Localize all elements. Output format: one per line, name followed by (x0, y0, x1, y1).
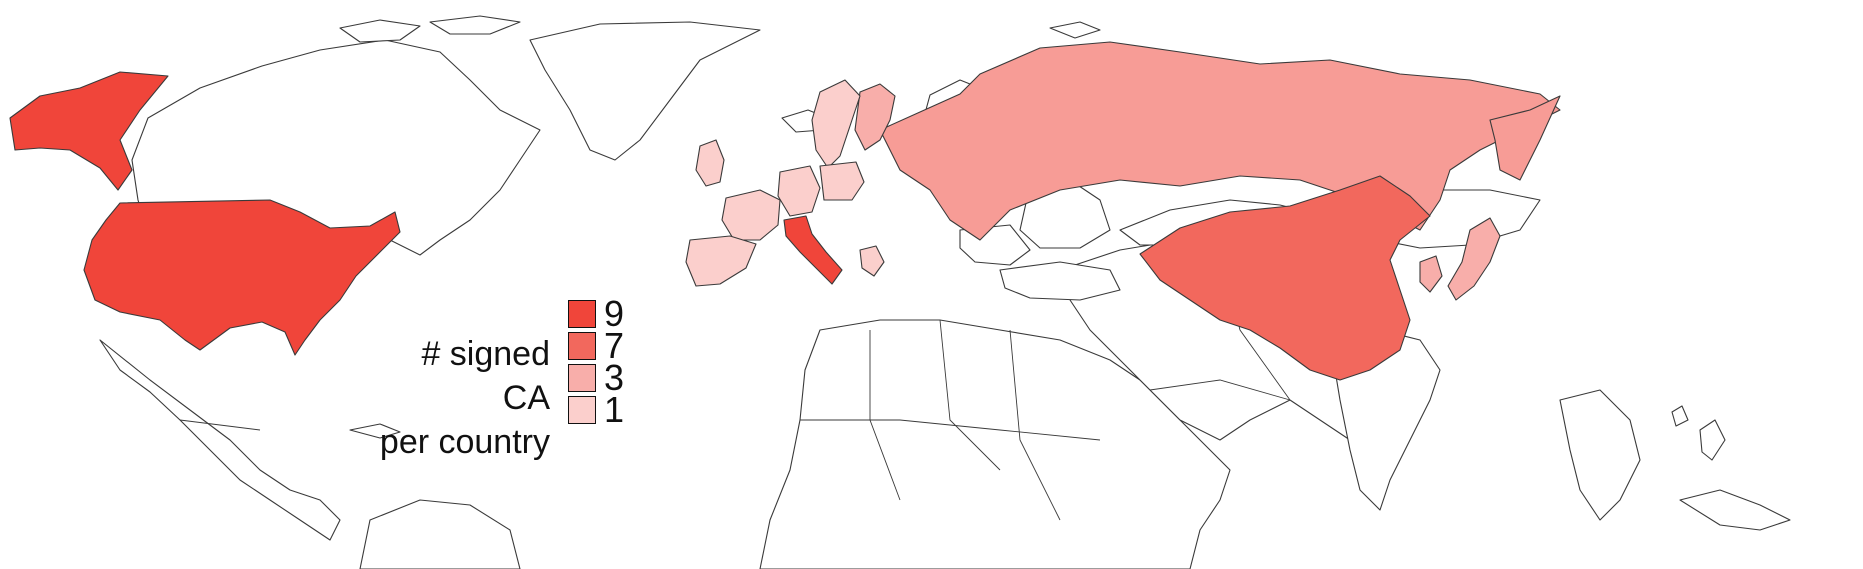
country-russia-east (1489, 95, 1561, 181)
caribbean (349, 423, 401, 439)
legend-title-line2: per country (379, 423, 550, 461)
country-france (721, 189, 781, 241)
legend-swatch-7 (568, 332, 596, 360)
greenland (529, 21, 761, 161)
arctic-islands-2 (429, 15, 521, 35)
legend-swatch-3 (568, 364, 596, 392)
mexico (99, 339, 341, 541)
legend-label-9: 9 (604, 293, 625, 334)
country-greece (859, 245, 885, 277)
southeast-asia (1559, 389, 1641, 521)
turkey (999, 261, 1121, 301)
country-spain (685, 235, 757, 287)
legend-label-1: 1 (604, 389, 625, 430)
indonesia (1679, 489, 1791, 531)
africa (759, 319, 1231, 569)
country-sweden (811, 79, 861, 169)
country-japan (1447, 217, 1501, 301)
country-poland (819, 161, 865, 201)
country-italy (783, 215, 843, 285)
legend-label-7: 7 (604, 325, 625, 366)
taiwan (1671, 405, 1689, 427)
country-south-korea (1419, 255, 1443, 293)
india (1329, 329, 1441, 511)
arctic-islands (339, 19, 421, 43)
legend-title: # signed CA per country (370, 332, 550, 464)
legend-label-3: 3 (604, 357, 625, 398)
legend-title-line1: # signed CA (421, 335, 550, 417)
country-uk (695, 139, 725, 187)
country-germany (777, 165, 821, 217)
colored-countries (9, 41, 1561, 381)
country-china (1139, 175, 1431, 381)
country-finland (854, 83, 896, 151)
philippines (1699, 419, 1726, 461)
legend-swatch-1 (568, 396, 596, 424)
country-usa-alaska (9, 71, 169, 191)
country-usa (83, 199, 401, 356)
svalbard (1049, 21, 1101, 39)
south-america (359, 499, 521, 569)
legend-swatch-9 (568, 300, 596, 328)
